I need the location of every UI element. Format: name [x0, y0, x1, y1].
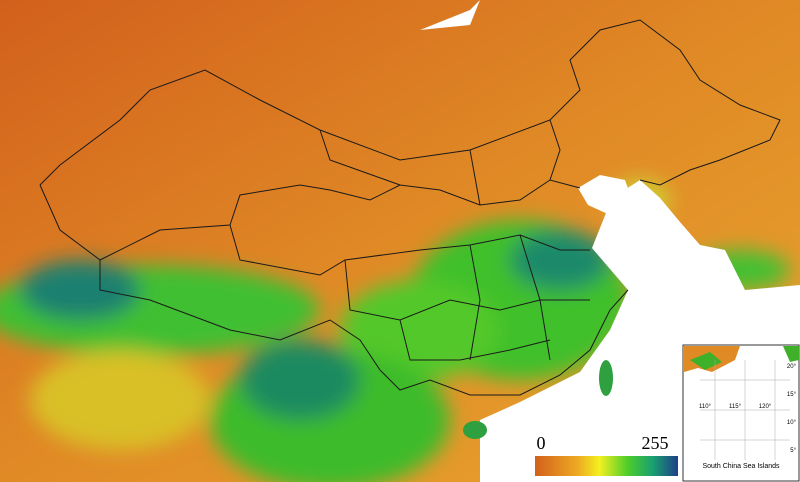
inset-land: [690, 352, 722, 370]
vegetation: [0, 180, 790, 482]
latitude-label: 20°: [787, 364, 797, 370]
latitude-labels: 20° 15° 10° 5°: [787, 364, 797, 454]
boundary: [39, 19, 781, 186]
inset-title: South China Sea Islands: [702, 463, 780, 470]
bohai-sea: [578, 175, 632, 215]
boundary: [319, 119, 561, 206]
island: [599, 360, 613, 396]
boundary: [39, 184, 629, 396]
graticule: [700, 360, 790, 460]
color-scale: [535, 456, 678, 476]
boundary: [344, 234, 590, 361]
longitude-labels: 110° 115° 120°: [699, 404, 772, 410]
inset: 110° 115° 120° 20° 15° 10° 5° South China Sea…: [682, 344, 800, 482]
boundary: [229, 224, 590, 276]
lake: [420, 0, 480, 30]
scale-max: 255: [642, 433, 669, 453]
latitude-label: 15°: [787, 392, 797, 398]
longitude-label: 110°: [699, 404, 712, 410]
latitude-label: 5°: [790, 448, 796, 454]
longitude-label: 120°: [759, 404, 772, 410]
boundaries: [39, 19, 781, 396]
scale-min: 0: [537, 433, 546, 453]
latitude-label: 10°: [787, 420, 797, 426]
island: [463, 421, 487, 439]
inset-land: [783, 346, 799, 362]
longitude-label: 115°: [729, 404, 742, 410]
